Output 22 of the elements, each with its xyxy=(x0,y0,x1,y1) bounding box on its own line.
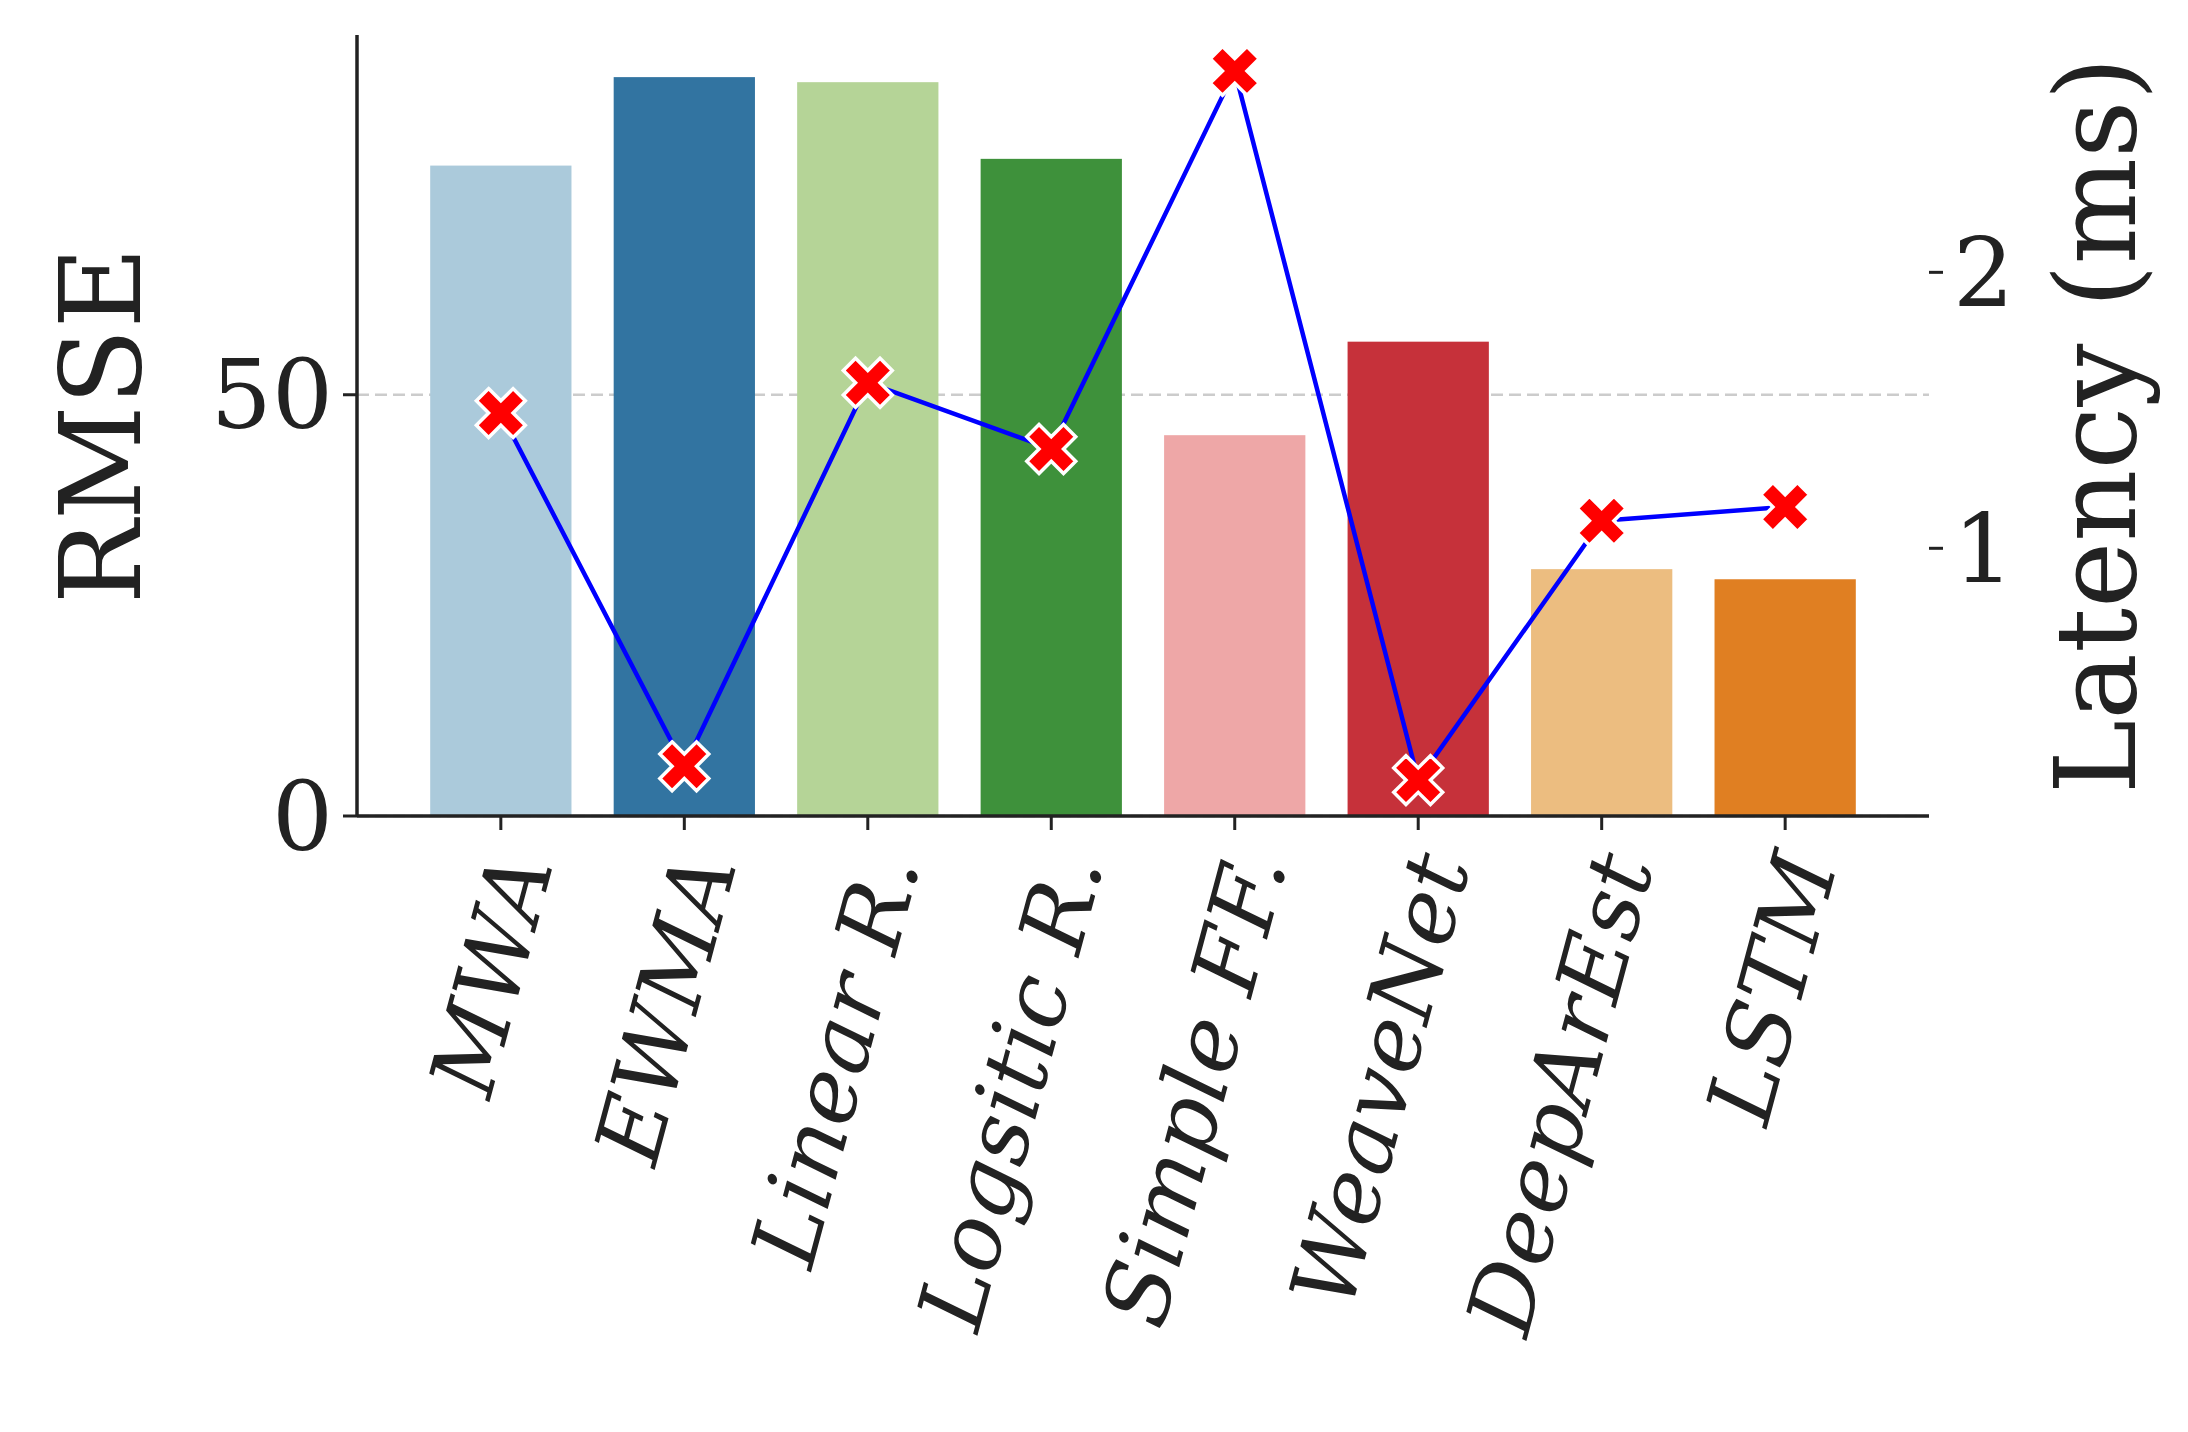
point xyxy=(1025,422,1078,476)
point xyxy=(474,386,528,440)
bar xyxy=(613,77,755,816)
bar xyxy=(797,82,939,816)
y2-axis-title: Latency (ms) xyxy=(2031,56,2161,795)
y2-tick-label: 1 xyxy=(1953,492,2015,605)
point xyxy=(841,356,895,409)
bar xyxy=(1347,341,1489,816)
bar xyxy=(980,158,1122,816)
bar xyxy=(1164,435,1306,816)
x-tick-label: MWA xyxy=(408,842,574,1109)
bar xyxy=(430,165,572,816)
point xyxy=(1391,753,1445,807)
bar xyxy=(1531,569,1673,816)
y2-tick-label: 2 xyxy=(1953,216,2015,329)
y-axis-title: RMSE xyxy=(36,246,166,605)
x-tick-label: EWMA xyxy=(573,842,758,1177)
point xyxy=(658,740,711,793)
y-tick-label: 50 xyxy=(210,339,333,452)
x-tick-label: LSTM xyxy=(1685,840,1859,1136)
y-tick-label: 0 xyxy=(271,760,333,873)
bar xyxy=(1714,579,1856,816)
